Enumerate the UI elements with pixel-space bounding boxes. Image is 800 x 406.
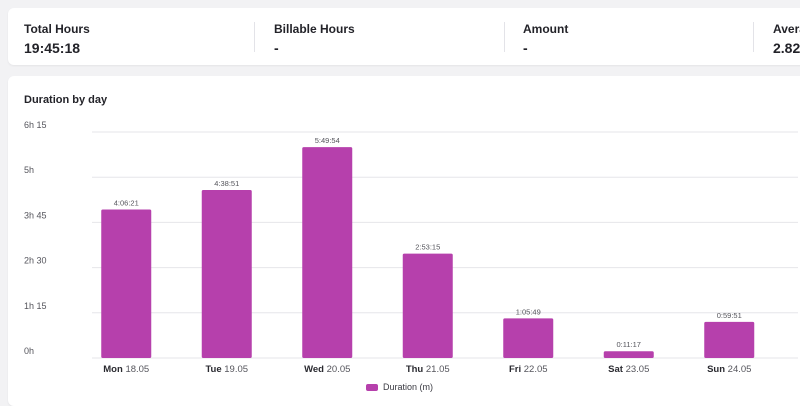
y-tick-label: 2h 30 <box>24 256 47 266</box>
duration-bar-chart: 0h 1h 15 2h 30 3h 45 5h 6h 15 4:06:21 Mon 18.05… <box>24 120 798 375</box>
bar-sat <box>603 351 654 358</box>
bar-fri <box>503 318 554 358</box>
bar-value-label: 5:49:54 <box>315 136 340 145</box>
x-tick-date: 23.05 <box>626 364 650 375</box>
x-tick-label: Fri 22.05 <box>509 364 548 375</box>
x-tick-label: Tue 19.05 <box>205 364 248 375</box>
x-tick-label: Wed 20.05 <box>304 364 350 375</box>
bar-value-label: 4:38:51 <box>214 179 239 188</box>
bar-value-label: 1:05:49 <box>516 307 541 316</box>
stat-label: Avera <box>773 22 800 36</box>
x-tick-date: 21.05 <box>426 364 450 375</box>
stat-label: Total Hours <box>24 22 90 36</box>
x-tick-day: Thu <box>406 364 424 375</box>
stat-label: Amount <box>523 22 569 36</box>
chart-title: Duration by day <box>24 94 108 106</box>
bar-wed <box>302 147 353 358</box>
stat-label: Billable Hours <box>274 22 355 36</box>
x-tick-day: Sat <box>608 364 624 375</box>
x-tick-day: Mon <box>103 364 123 375</box>
bar-tue <box>201 189 252 358</box>
x-tick-label: Sat 23.05 <box>608 364 649 375</box>
x-tick-label: Sun 24.05 <box>707 364 751 375</box>
chart-legend[interactable]: Duration (m) <box>366 380 433 394</box>
x-tick-date: 20.05 <box>327 364 351 375</box>
bar-value-label: 2:53:15 <box>415 243 440 252</box>
y-tick-label: 0h <box>24 346 34 356</box>
bar-sun <box>704 321 755 358</box>
bar-value-label: 4:06:21 <box>114 199 139 208</box>
stat-divider <box>504 22 505 52</box>
y-tick-label: 5h <box>24 165 34 175</box>
x-tick-day: Wed <box>304 364 324 375</box>
stat-value: 19:45:18 <box>24 40 81 56</box>
x-tick-date: 18.05 <box>125 364 149 375</box>
bar-thu <box>402 253 453 358</box>
x-tick-date: 19.05 <box>224 364 248 375</box>
x-tick-label: Thu 21.05 <box>406 364 450 375</box>
bar-mon <box>101 209 152 358</box>
y-tick-label: 3h 45 <box>24 210 47 220</box>
stat-value: - <box>523 40 528 56</box>
x-tick-day: Sun <box>707 364 725 375</box>
x-tick-day: Tue <box>205 364 221 375</box>
bar-value-label: 0:11:17 <box>617 340 641 349</box>
y-tick-label: 1h 15 <box>24 301 47 311</box>
x-tick-label: Mon 18.05 <box>103 364 149 375</box>
y-tick-label: 6h 15 <box>24 120 47 130</box>
duration-chart-card: Duration by day 0h 1h 15 2h 30 3h 45 5h 6h 15… <box>8 76 800 406</box>
x-tick-date: 22.05 <box>524 364 548 375</box>
stat-value: 2.82 <box>773 40 800 56</box>
bar-value-label: 0:59:51 <box>717 311 742 320</box>
summary-stats-bar: Total Hours 19:45:18 Billable Hours - Am… <box>8 8 800 65</box>
stat-divider <box>254 22 255 52</box>
stat-divider <box>753 22 754 52</box>
legend-swatch <box>366 383 378 391</box>
legend-label: Duration (m) <box>383 382 434 392</box>
x-tick-date: 24.05 <box>728 364 752 375</box>
stat-value: - <box>274 40 279 56</box>
x-tick-day: Fri <box>509 364 521 375</box>
